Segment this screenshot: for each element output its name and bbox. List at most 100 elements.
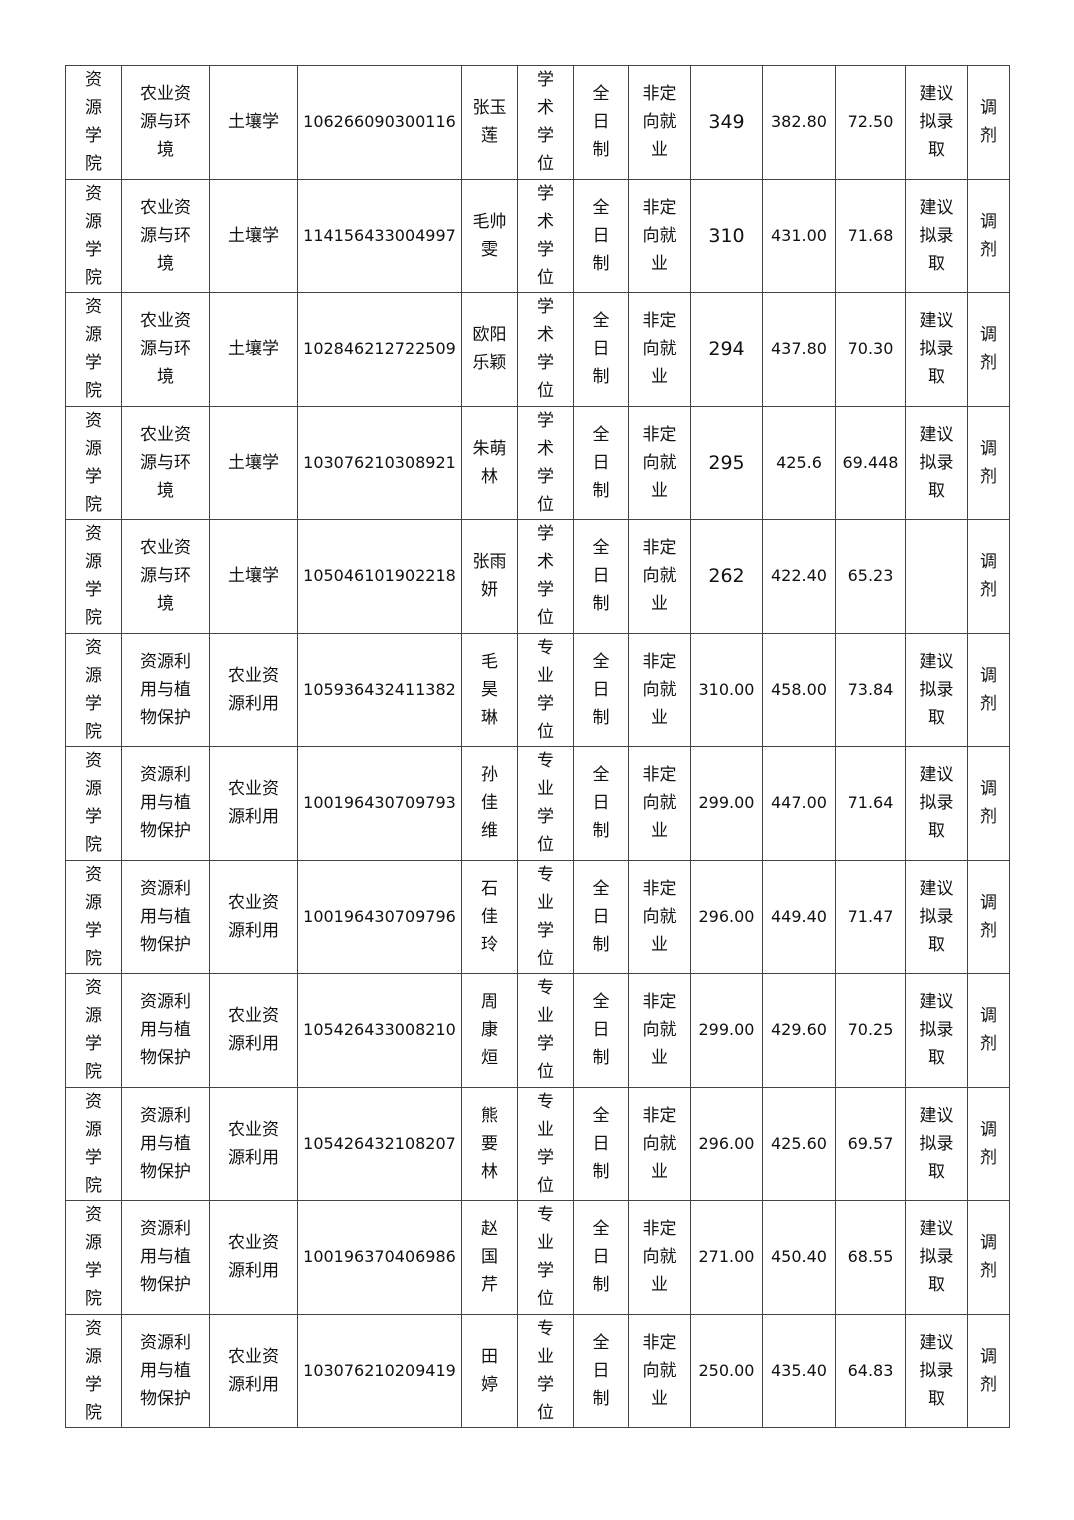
initial-score-text: 349 <box>708 111 745 134</box>
major-group-cell: 资源利用与植物保护 <box>121 1086 210 1201</box>
employment-type-cell: 非定向就业 <box>628 859 691 974</box>
total-score-text: 437.80 <box>771 339 827 359</box>
admission-type-text: 调剂 <box>980 552 997 601</box>
major-group-text: 资源利用与植物保护 <box>140 1219 191 1296</box>
composite-score-text: 73.84 <box>847 679 894 699</box>
decision-cell: 建议拟录取 <box>905 632 968 747</box>
exam-id-text: 100196430709796 <box>303 906 456 926</box>
total-score-cell: 422.40 <box>762 519 836 634</box>
name-cell: 张雨妍 <box>461 519 518 634</box>
study-mode-text: 全日制 <box>592 765 610 842</box>
major-group-cell: 资源利用与植物保护 <box>121 632 210 747</box>
degree-type-cell: 学术学位 <box>517 519 574 634</box>
total-score-cell: 425.6 <box>762 405 836 520</box>
decision-text: 建议拟录取 <box>919 878 954 955</box>
total-score-text: 425.60 <box>771 1133 827 1153</box>
college-cell: 资源学院 <box>65 292 122 407</box>
admission-type-text: 调剂 <box>980 438 997 487</box>
employment-type-text: 非定向就业 <box>642 765 677 842</box>
exam-id-cell: 106266090300116 <box>297 65 462 180</box>
admission-type-text: 调剂 <box>980 1233 997 1282</box>
admission-type-cell: 调剂 <box>967 65 1010 180</box>
major-group-text: 农业资源与环境 <box>140 311 191 388</box>
degree-type-cell: 专业学位 <box>517 1200 574 1315</box>
initial-score-cell: 271.00 <box>690 1200 763 1315</box>
major-group-text: 农业资源与环境 <box>140 538 191 615</box>
major-group-cell: 资源利用与植物保护 <box>121 973 210 1088</box>
name-text: 赵国芹 <box>481 1219 498 1296</box>
initial-score-cell: 299.00 <box>690 973 763 1088</box>
total-score-text: 425.6 <box>776 452 822 472</box>
initial-score-text: 250.00 <box>698 1360 755 1380</box>
major-group-text: 资源利用与植物保护 <box>140 1105 191 1182</box>
decision-text: 建议拟录取 <box>919 1219 954 1296</box>
total-score-text: 458.00 <box>771 679 827 699</box>
decision-text: 建议拟录取 <box>919 424 954 501</box>
degree-type-text: 专业学位 <box>537 637 554 742</box>
table-row: 资源学院 农业资源与环境 土壤学 103076210308921 朱萌林 学术学位 全日制 非… <box>65 405 1010 520</box>
table-row: 资源学院 资源利用与植物保护 农业资源利用 105936432411382 毛昊琳 专业学… <box>65 632 1010 747</box>
name-cell: 朱萌林 <box>461 405 518 520</box>
admission-type-cell: 调剂 <box>967 178 1010 293</box>
name-text: 张玉莲 <box>472 98 507 147</box>
degree-type-cell: 专业学位 <box>517 859 574 974</box>
initial-score-cell: 349 <box>690 65 763 180</box>
employment-type-cell: 非定向就业 <box>628 746 691 861</box>
major-cell: 农业资源利用 <box>209 1313 298 1428</box>
composite-score-cell: 65.23 <box>835 519 906 634</box>
composite-score-cell: 72.50 <box>835 65 906 180</box>
composite-score-cell: 69.57 <box>835 1086 906 1201</box>
degree-type-cell: 专业学位 <box>517 746 574 861</box>
table-row: 资源学院 农业资源与环境 土壤学 106266090300116 张玉莲 学术学位 全日制 非… <box>65 65 1010 180</box>
exam-id-text: 100196430709793 <box>303 793 456 813</box>
major-cell: 土壤学 <box>209 405 298 520</box>
exam-id-text: 105426432108207 <box>303 1133 456 1153</box>
study-mode-cell: 全日制 <box>573 519 629 634</box>
college-cell: 资源学院 <box>65 859 122 974</box>
employment-type-text: 非定向就业 <box>642 992 677 1069</box>
employment-type-text: 非定向就业 <box>642 538 677 615</box>
study-mode-text: 全日制 <box>592 878 610 955</box>
exam-id-cell: 100196370406986 <box>297 1200 462 1315</box>
composite-score-text: 69.448 <box>842 452 899 472</box>
exam-id-cell: 103076210209419 <box>297 1313 462 1428</box>
initial-score-text: 262 <box>708 565 745 588</box>
admission-type-cell: 调剂 <box>967 859 1010 974</box>
total-score-cell: 437.80 <box>762 292 836 407</box>
employment-type-cell: 非定向就业 <box>628 519 691 634</box>
major-text: 土壤学 <box>228 112 279 133</box>
exam-id-cell: 100196430709796 <box>297 859 462 974</box>
degree-type-cell: 专业学位 <box>517 1086 574 1201</box>
degree-type-text: 专业学位 <box>537 1318 554 1423</box>
name-cell: 孙佳维 <box>461 746 518 861</box>
major-cell: 农业资源利用 <box>209 1200 298 1315</box>
initial-score-cell: 294 <box>690 292 763 407</box>
admission-type-cell: 调剂 <box>967 1313 1010 1428</box>
decision-cell: 建议拟录取 <box>905 1313 968 1428</box>
composite-score-cell: 71.68 <box>835 178 906 293</box>
college-cell: 资源学院 <box>65 1200 122 1315</box>
name-text: 石佳玲 <box>481 878 498 955</box>
study-mode-text: 全日制 <box>592 311 610 388</box>
initial-score-cell: 296.00 <box>690 1086 763 1201</box>
degree-type-text: 学术学位 <box>537 70 554 175</box>
study-mode-cell: 全日制 <box>573 292 629 407</box>
major-text: 农业资源利用 <box>228 1233 279 1282</box>
total-score-cell: 450.40 <box>762 1200 836 1315</box>
employment-type-text: 非定向就业 <box>642 1219 677 1296</box>
table-row: 资源学院 资源利用与植物保护 农业资源利用 100196430709793 孙佳维 专业学… <box>65 746 1010 861</box>
major-cell: 农业资源利用 <box>209 859 298 974</box>
employment-type-text: 非定向就业 <box>642 651 677 728</box>
major-group-cell: 农业资源与环境 <box>121 178 210 293</box>
composite-score-text: 72.50 <box>847 112 894 132</box>
study-mode-text: 全日制 <box>592 1105 610 1182</box>
decision-text: 建议拟录取 <box>919 651 954 728</box>
admission-type-cell: 调剂 <box>967 519 1010 634</box>
initial-score-text: 299.00 <box>698 1020 755 1040</box>
total-score-text: 449.40 <box>771 906 827 926</box>
degree-type-cell: 学术学位 <box>517 292 574 407</box>
admission-type-text: 调剂 <box>980 1119 997 1168</box>
name-text: 朱萌林 <box>472 438 507 487</box>
composite-score-text: 70.30 <box>847 339 894 359</box>
study-mode-cell: 全日制 <box>573 859 629 974</box>
